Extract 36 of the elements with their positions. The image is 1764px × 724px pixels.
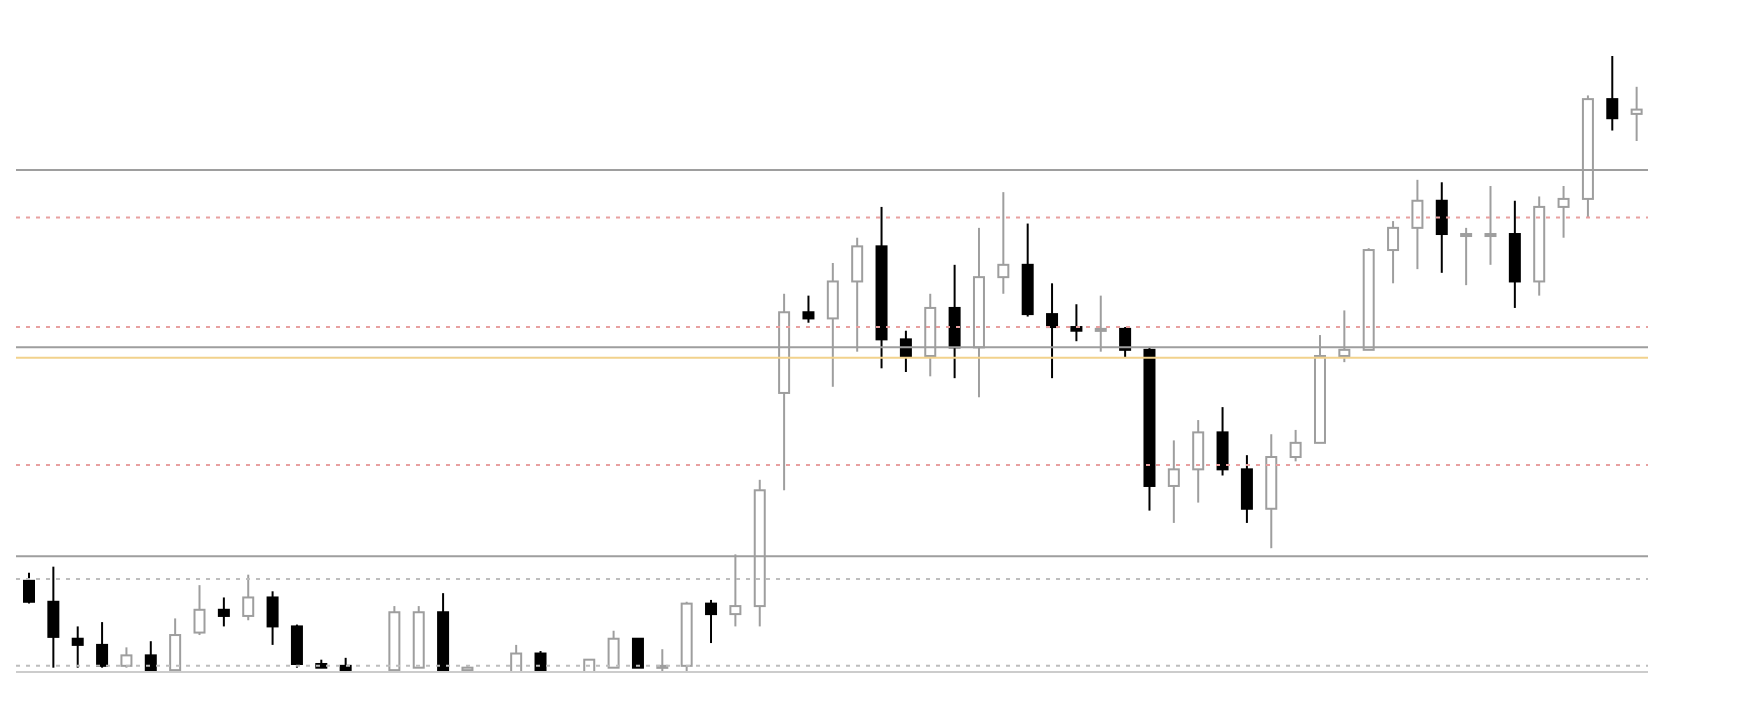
candlestick	[266, 590, 279, 646]
candlestick	[1192, 419, 1205, 504]
candlestick	[290, 623, 303, 669]
candlestick	[631, 637, 644, 669]
candlestick	[1119, 326, 1132, 359]
candlestick	[1557, 184, 1570, 239]
candlestick	[1508, 199, 1521, 309]
candlestick	[71, 625, 84, 669]
candlestick	[96, 621, 109, 669]
candlestick	[169, 617, 182, 672]
candlestick	[1167, 439, 1180, 524]
candlestick	[1387, 220, 1400, 285]
candlestick	[144, 640, 157, 672]
candlestick	[899, 329, 912, 374]
candlestick	[217, 596, 230, 628]
candlestick	[1216, 406, 1229, 477]
candlestick	[1606, 56, 1619, 132]
candlestick	[193, 584, 206, 637]
candlestick	[997, 191, 1010, 295]
candlestick	[1435, 181, 1448, 274]
candlestick	[1460, 226, 1473, 287]
candlestick	[705, 598, 718, 645]
candlestick	[47, 565, 60, 669]
candlestick	[948, 263, 961, 380]
candlestick	[1046, 282, 1059, 380]
candlestick	[1411, 178, 1424, 271]
candlestick	[1240, 454, 1253, 524]
candlestick	[1630, 85, 1643, 143]
candlestick	[802, 294, 815, 324]
candlestick	[1289, 428, 1302, 463]
candlestick	[120, 646, 133, 669]
candlestick	[1070, 303, 1083, 343]
candlestick	[242, 573, 255, 622]
candlestick	[1484, 184, 1497, 266]
candlestick	[607, 629, 620, 669]
candlestick	[23, 571, 35, 605]
